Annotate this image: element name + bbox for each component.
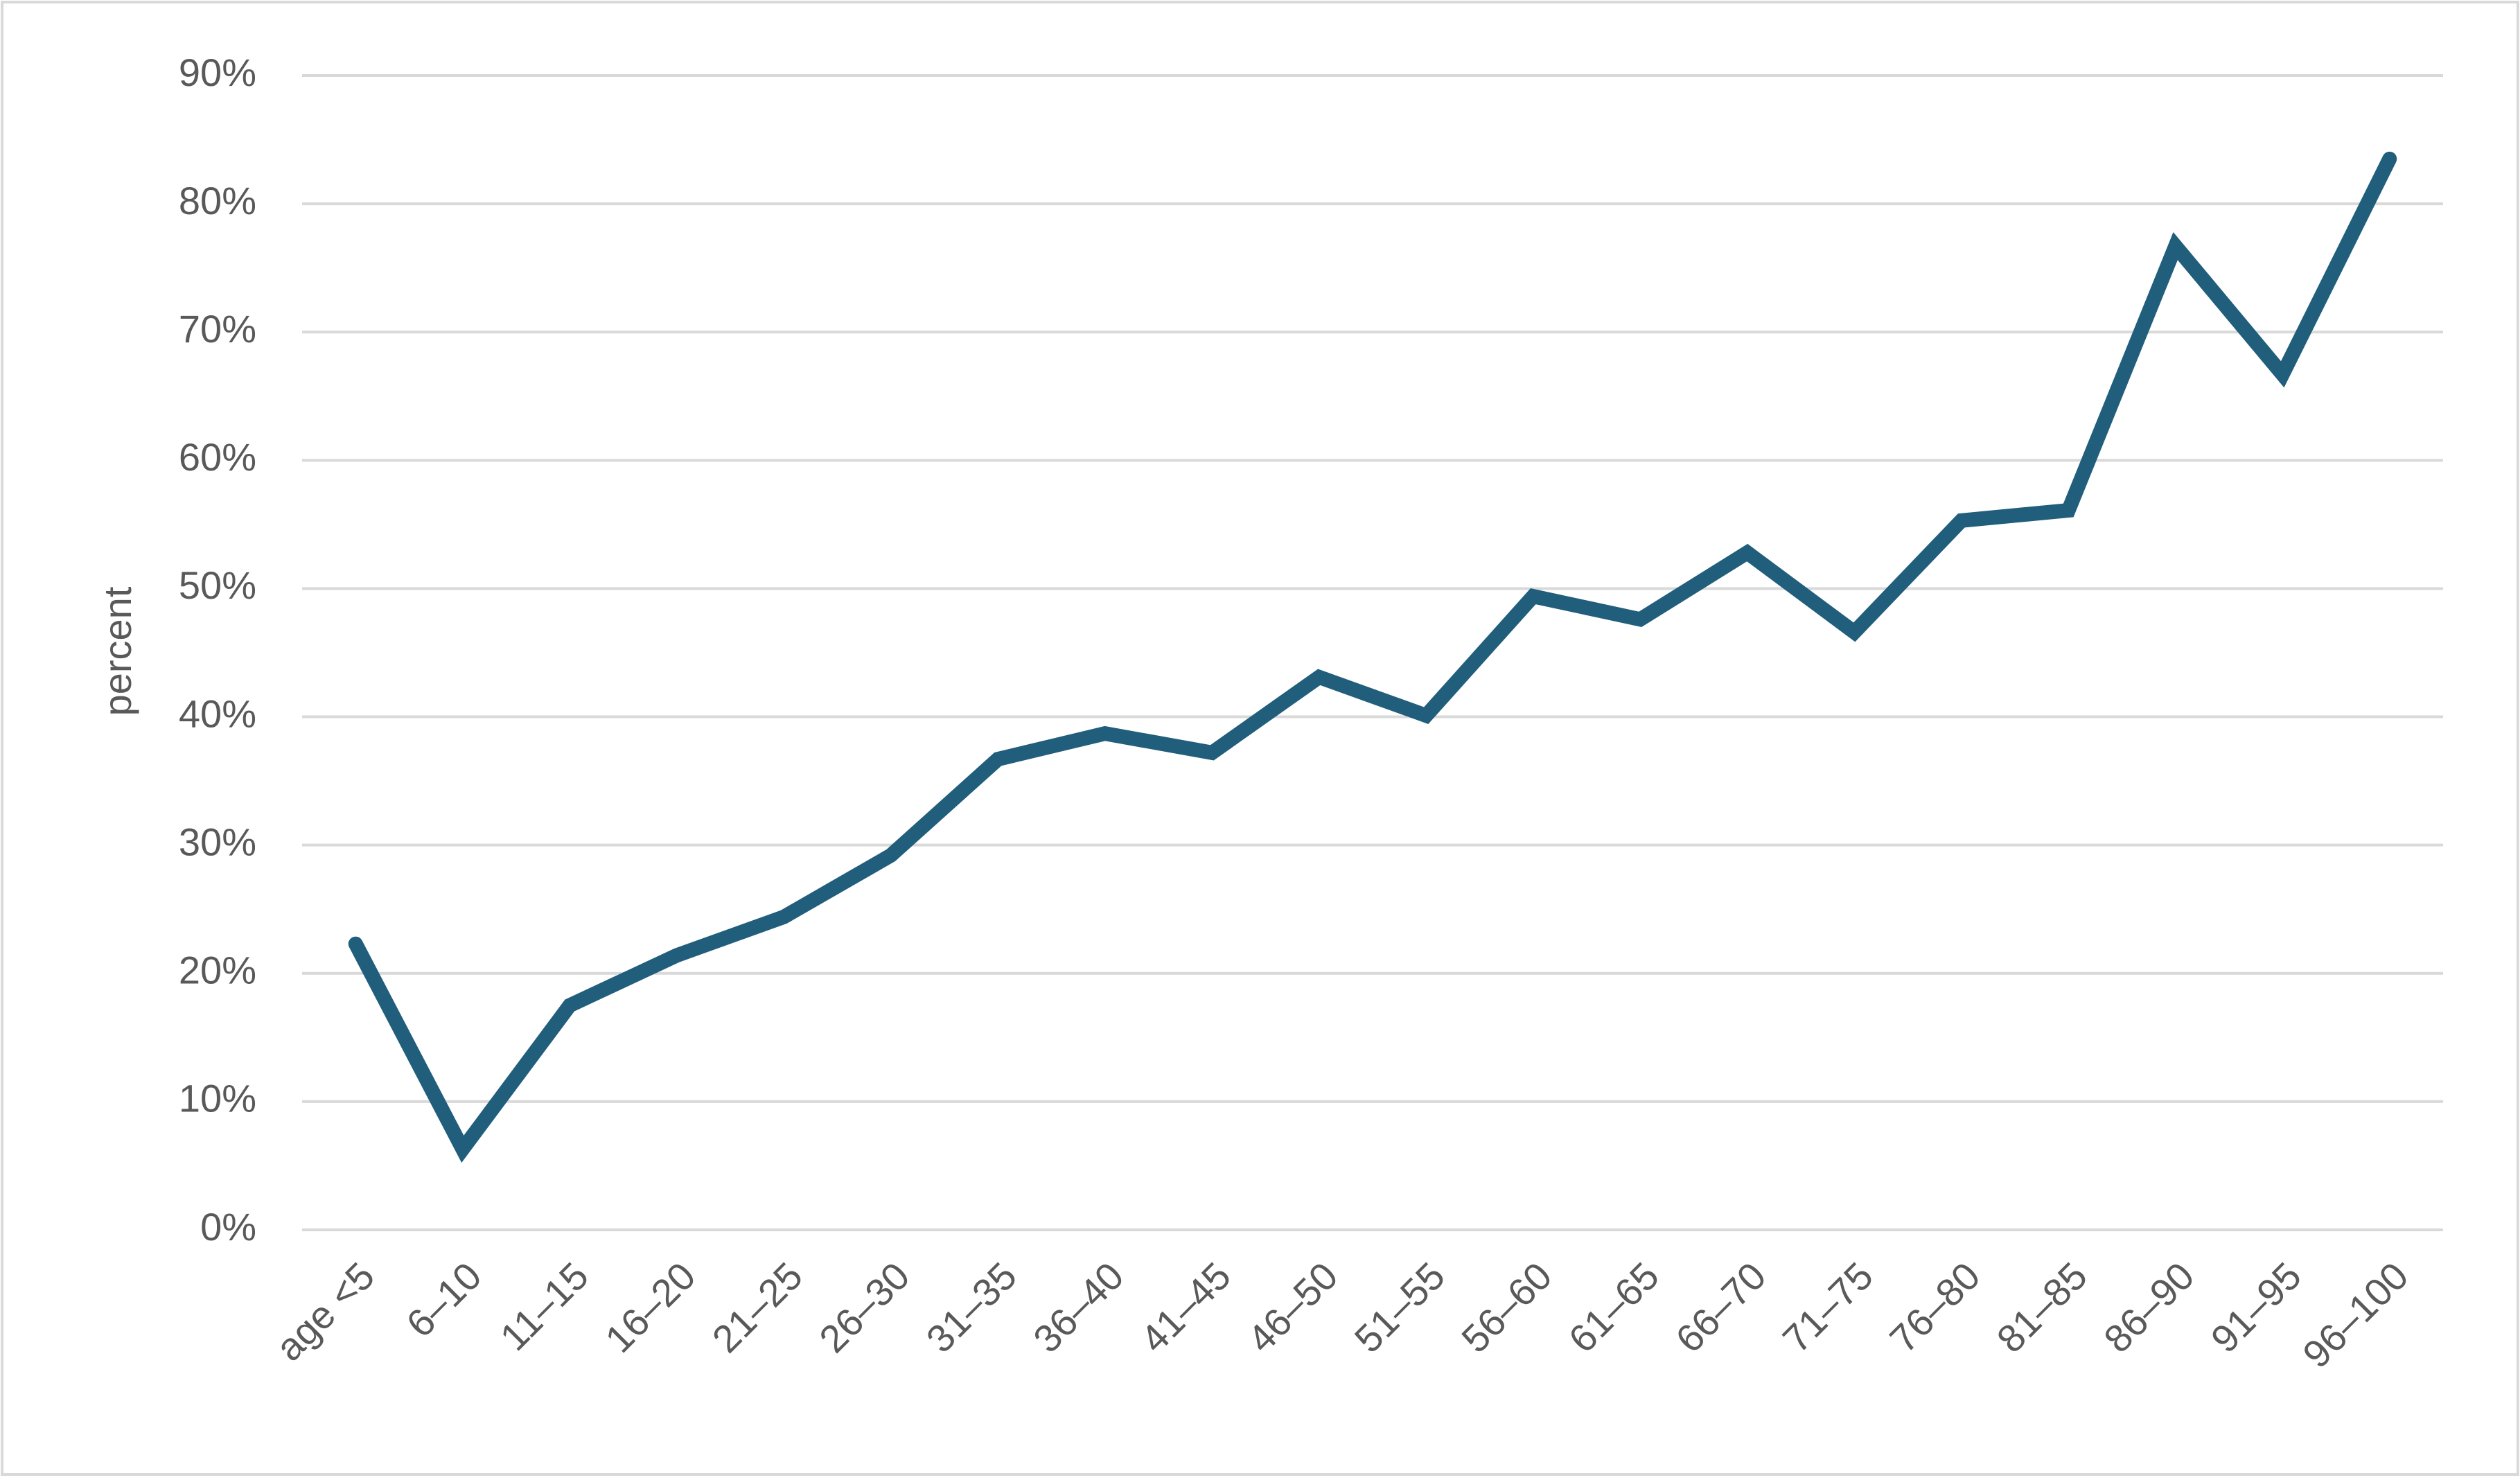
y-tick-label: 40% [179, 691, 256, 735]
y-tick-label: 20% [179, 949, 256, 992]
y-tick-label: 0% [200, 1205, 256, 1249]
y-tick-label: 30% [179, 820, 256, 863]
y-tick-label: 50% [179, 563, 256, 607]
y-tick-label: 70% [179, 307, 256, 351]
y-tick-label: 60% [179, 435, 256, 479]
y-axis-label: percent [96, 586, 139, 716]
y-tick-label: 10% [179, 1077, 256, 1120]
y-tick-label: 90% [179, 51, 256, 94]
data-line [348, 151, 2397, 1163]
y-tick-label: 80% [179, 179, 256, 222]
